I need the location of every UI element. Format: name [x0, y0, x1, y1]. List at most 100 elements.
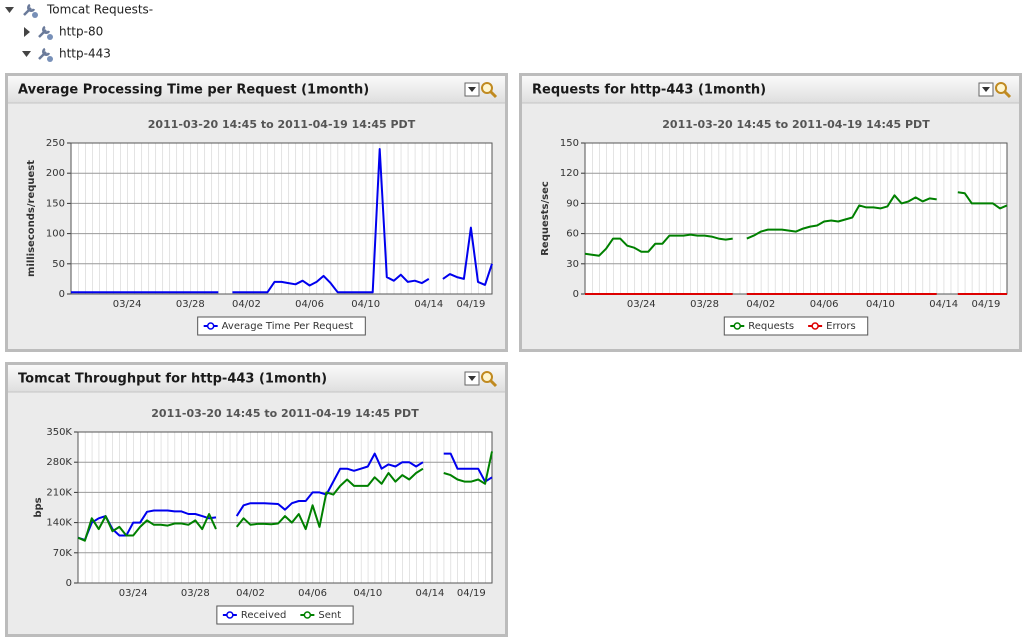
legend: Requests Errors [723, 316, 869, 336]
y-tick-label: 150 [560, 138, 579, 149]
x-tick-label: 04/10 [351, 299, 380, 310]
x-tick-label: 04/06 [810, 299, 839, 310]
x-tick-label: 03/24 [113, 299, 142, 310]
tree-item[interactable]: Tomcat Requests- [46, 3, 153, 17]
plot-stripes [78, 432, 492, 583]
y-tick-label: 0 [59, 289, 65, 300]
tree-item[interactable]: http-80 [59, 25, 103, 39]
y-tick-label: 150 [46, 198, 65, 209]
y-tick-label: 140K [46, 518, 72, 529]
zoom-button[interactable] [481, 82, 498, 99]
legend-box [197, 316, 366, 336]
dropdown-button[interactable] [464, 82, 480, 97]
dropdown-button[interactable] [978, 82, 994, 97]
zoom-handle[interactable] [1003, 90, 1012, 99]
legend-item[interactable]: Errors [808, 321, 856, 332]
x-tick-label: 04/02 [746, 299, 775, 310]
legend: Received Sent [216, 605, 354, 625]
legend-item[interactable]: Requests [730, 321, 794, 332]
legend-box [723, 316, 869, 336]
legend-box [216, 605, 354, 625]
y-tick-label: 70K [53, 548, 73, 559]
panel-title: Requests for http-443 (1month) [532, 83, 766, 98]
y-tick-label: 100 [46, 229, 65, 240]
zoom-lens[interactable] [481, 82, 493, 94]
x-tick-label: 04/02 [232, 299, 261, 310]
legend-label: Received [241, 610, 287, 621]
series-line [77, 452, 493, 541]
y-axis-label: Requests/sec [540, 181, 551, 256]
series-line [71, 148, 493, 294]
dropdown-arrow[interactable] [468, 87, 476, 92]
x-tick-label: 03/28 [181, 588, 210, 599]
x-tick-label: 04/06 [295, 299, 324, 310]
y-tick-label: 0 [66, 578, 72, 589]
legend-item[interactable]: Average Time Per Request [203, 321, 354, 332]
y-tick-label: 120 [560, 168, 579, 179]
legend-label: Average Time Per Request [222, 321, 354, 332]
x-tick-label: 04/19 [971, 299, 1000, 310]
expander[interactable] [24, 27, 30, 37]
panel-title: Tomcat Throughput for http-443 (1month) [18, 372, 327, 387]
series-line [77, 451, 493, 542]
y-axis-label: milliseconds/request [26, 160, 37, 277]
chart-subtitle: 2011-03-20 14:45 to 2011-04-19 14:45 PDT [151, 407, 419, 420]
icon [23, 3, 38, 18]
expander[interactable] [22, 51, 31, 57]
x-tick-label: 04/14 [414, 299, 443, 310]
tree-item[interactable]: http-443 [59, 47, 111, 61]
zoom-button[interactable] [481, 371, 498, 388]
zoom-lens[interactable] [481, 371, 493, 383]
x-tick-label: 03/24 [119, 588, 148, 599]
zoom-handle[interactable] [489, 379, 498, 388]
zoom-lens[interactable] [995, 82, 1007, 94]
zoom-handle[interactable] [489, 90, 498, 99]
legend-item[interactable]: Sent [300, 610, 341, 621]
plot-border [77, 431, 493, 584]
panel-header [8, 76, 505, 103]
expander[interactable] [5, 7, 14, 13]
legend-marker [226, 611, 234, 619]
panel: Requests for http-443 (1month) 2011-03-20… [519, 73, 1022, 352]
zoom-button[interactable] [995, 82, 1012, 99]
x-tick-label: 04/10 [353, 588, 382, 599]
y-tick-label: 90 [566, 198, 579, 209]
panel-header [8, 365, 505, 392]
chart-subtitle: 2011-03-20 14:45 to 2011-04-19 14:45 PDT [148, 118, 416, 131]
legend-item[interactable]: Received [222, 610, 287, 621]
dropdown-arrow[interactable] [468, 376, 476, 381]
x-tick-label: 03/24 [627, 299, 656, 310]
y-tick-label: 280K [46, 457, 72, 468]
plot-stripes [585, 143, 1007, 294]
legend-marker [206, 322, 215, 330]
x-tick-label: 03/28 [690, 299, 719, 310]
y-tick-label: 30 [566, 259, 579, 270]
legend-marker [303, 611, 312, 619]
x-tick-label: 04/02 [236, 588, 265, 599]
panel: Tomcat Throughput for http-443 (1month) 2… [5, 362, 508, 637]
plot-border [70, 142, 493, 295]
panel: Average Processing Time per Request (1mo… [5, 73, 508, 352]
dropdown-button[interactable] [464, 371, 480, 386]
legend-marker [811, 322, 819, 330]
y-axis-label: bps [33, 497, 44, 517]
plot-stripes [71, 143, 492, 294]
y-tick-label: 0 [573, 289, 579, 300]
x-tick-label: 04/06 [298, 588, 327, 599]
y-tick-label: 60 [566, 229, 579, 240]
x-tick-label: 04/10 [866, 299, 895, 310]
legend-label: Errors [826, 321, 856, 332]
legend-label: Sent [318, 610, 341, 621]
icon [38, 25, 53, 40]
y-tick-label: 350K [46, 427, 72, 438]
legend-label: Requests [748, 321, 794, 332]
panel-header [522, 76, 1019, 103]
legend-marker [733, 322, 742, 330]
series-line [584, 191, 1008, 257]
x-tick-label: 04/14 [415, 588, 444, 599]
dropdown-arrow[interactable] [982, 87, 990, 92]
y-tick-label: 200 [46, 168, 65, 179]
tree: Tomcat Requests- http-80 http-443 [5, 3, 153, 62]
panel-title: Average Processing Time per Request (1mo… [18, 83, 369, 98]
